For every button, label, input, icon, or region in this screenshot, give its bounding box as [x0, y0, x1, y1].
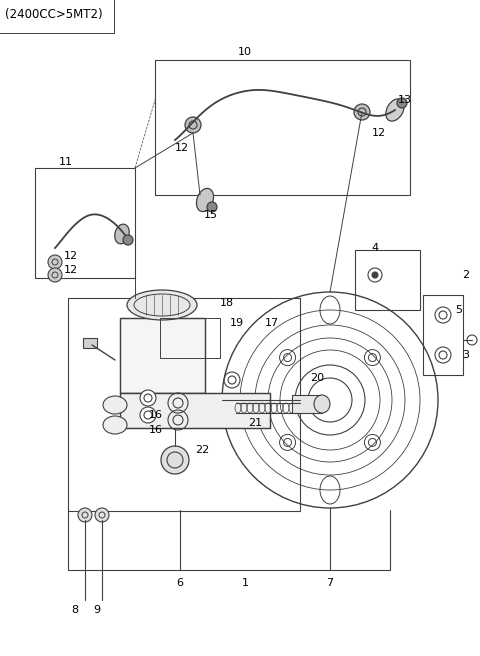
- Bar: [120, 318, 205, 393]
- Text: 5: 5: [455, 305, 462, 315]
- Text: 2: 2: [462, 270, 469, 280]
- Circle shape: [48, 255, 62, 269]
- Text: 8: 8: [72, 605, 79, 615]
- Text: 12: 12: [372, 128, 386, 138]
- Text: 1: 1: [241, 578, 249, 588]
- Text: 6: 6: [177, 578, 183, 588]
- Bar: [292, 395, 322, 413]
- Circle shape: [161, 446, 189, 474]
- Bar: [120, 318, 205, 393]
- Circle shape: [397, 98, 407, 108]
- Bar: [355, 250, 420, 310]
- Ellipse shape: [127, 290, 197, 320]
- Circle shape: [95, 508, 109, 522]
- Text: 10: 10: [238, 47, 252, 57]
- Bar: [423, 295, 463, 375]
- Text: 9: 9: [94, 605, 101, 615]
- Text: 19: 19: [230, 318, 244, 328]
- Circle shape: [185, 117, 201, 133]
- Text: 18: 18: [220, 298, 234, 308]
- Text: 16: 16: [149, 425, 163, 435]
- Text: 7: 7: [326, 578, 334, 588]
- Text: 13: 13: [398, 95, 412, 105]
- Circle shape: [354, 104, 370, 120]
- Bar: [160, 318, 220, 358]
- Circle shape: [48, 268, 62, 282]
- Bar: [35, 168, 135, 278]
- Circle shape: [372, 272, 378, 278]
- Circle shape: [140, 407, 156, 423]
- Text: 20: 20: [310, 373, 324, 383]
- Text: 15: 15: [204, 210, 218, 220]
- Ellipse shape: [314, 395, 330, 413]
- Text: 3: 3: [462, 350, 469, 360]
- Text: 12: 12: [64, 265, 78, 275]
- Ellipse shape: [103, 416, 127, 434]
- Ellipse shape: [103, 396, 127, 414]
- Ellipse shape: [386, 99, 404, 121]
- Bar: [68, 298, 300, 511]
- Circle shape: [207, 202, 217, 212]
- Text: 12: 12: [64, 251, 78, 261]
- Ellipse shape: [115, 224, 129, 244]
- Text: 12: 12: [175, 143, 189, 153]
- Circle shape: [140, 390, 156, 406]
- Ellipse shape: [196, 188, 214, 212]
- Text: 17: 17: [265, 318, 279, 328]
- Circle shape: [78, 508, 92, 522]
- Text: 11: 11: [59, 157, 73, 167]
- Text: 4: 4: [372, 243, 379, 253]
- Circle shape: [123, 235, 133, 245]
- Bar: [155, 60, 410, 195]
- Text: (2400CC>5MT2): (2400CC>5MT2): [5, 8, 103, 21]
- Bar: [83, 338, 97, 348]
- Bar: [120, 393, 270, 428]
- Text: 16: 16: [149, 410, 163, 420]
- Bar: [120, 393, 270, 428]
- Text: 22: 22: [195, 445, 209, 455]
- Text: 21: 21: [248, 418, 262, 428]
